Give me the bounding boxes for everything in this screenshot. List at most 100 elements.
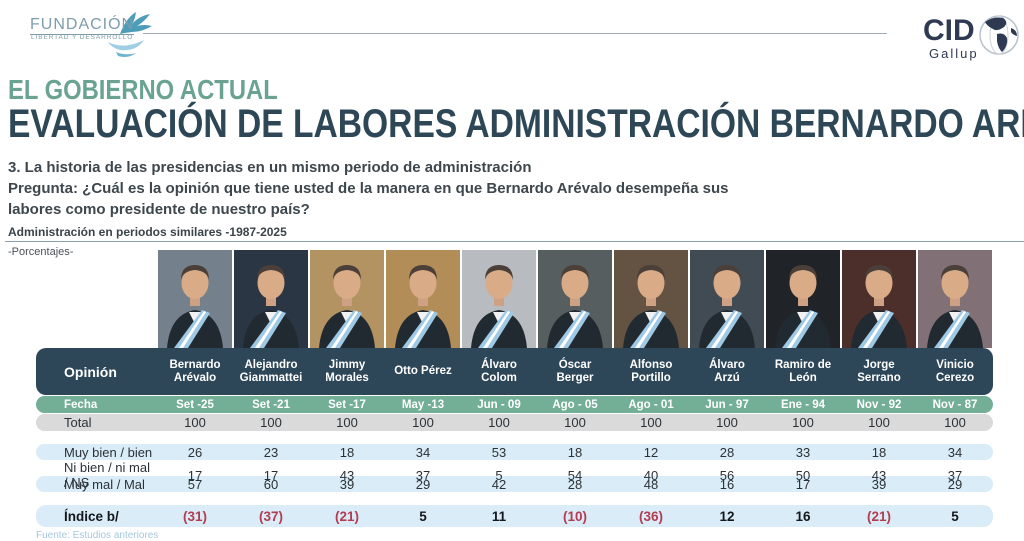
value-cell: 54 xyxy=(567,467,583,483)
value-cell: 100 xyxy=(488,415,510,430)
value-cell: 28 xyxy=(567,476,583,492)
president-name: Óscar Berger xyxy=(556,358,594,384)
section-kicker: EL GOBIERNO ACTUAL xyxy=(8,74,278,105)
data-row: Muy mal / Mal 57 60 39 29 42 28 48 16 17 39 29 xyxy=(36,476,993,492)
value-cell: 17 xyxy=(263,467,279,483)
value-cell: 39 xyxy=(339,476,355,492)
president-name: Álvaro Arzú xyxy=(709,358,745,384)
fecha-value: May -13 xyxy=(401,398,445,411)
table-header-row: Opinión Bernardo Arévalo Alejandro Giammatte… xyxy=(36,348,993,395)
value-cell: 17 xyxy=(187,467,203,483)
president-name: Vinicio Cerezo xyxy=(935,358,975,384)
fecha-row: Fecha Set -25 Set -21 Set -17 May -13 Jun - 0… xyxy=(36,396,993,413)
president-name: Alfonso Portillo xyxy=(629,358,673,384)
source-note: Fuente: Estudios anteriores xyxy=(36,530,159,541)
value-cell: 43 xyxy=(871,467,887,483)
photo-cell xyxy=(765,250,841,348)
president-photo xyxy=(538,250,612,348)
president-photo xyxy=(310,250,384,348)
value-cell: 100 xyxy=(412,415,434,430)
table-subtitle: Administración en periodos similares -19… xyxy=(8,225,287,239)
value-cell: 57 xyxy=(187,476,203,492)
value-cell: 100 xyxy=(564,415,586,430)
row-label: Muy bien / bien xyxy=(64,444,153,460)
value-cell: 100 xyxy=(184,415,206,430)
value-cell: 100 xyxy=(336,415,358,430)
photo-row xyxy=(36,250,993,348)
value-cell: 43 xyxy=(339,467,355,483)
value-cell: (37) xyxy=(258,508,283,524)
value-cell: 18 xyxy=(567,444,583,460)
president-photo xyxy=(842,250,916,348)
photo-cell xyxy=(917,250,993,348)
photo-cell xyxy=(309,250,385,348)
value-cell: 37 xyxy=(947,467,963,483)
page-title: EVALUACIÓN DE LABORES ADMINISTRACIÓN BER… xyxy=(8,102,1024,146)
value-cell: 33 xyxy=(795,444,811,460)
globe-icon xyxy=(979,15,1019,55)
value-cell: 18 xyxy=(871,444,887,460)
spacer-row xyxy=(36,431,993,444)
photo-cell xyxy=(613,250,689,348)
value-cell: 48 xyxy=(643,476,659,492)
value-cell: (10) xyxy=(562,508,587,524)
value-cell: 5 xyxy=(495,467,503,483)
president-photo xyxy=(614,250,688,348)
value-cell: 39 xyxy=(871,476,887,492)
value-cell: 34 xyxy=(947,444,963,460)
fecha-value: Jun - 09 xyxy=(477,398,521,411)
photo-cell xyxy=(157,250,233,348)
photo-cell xyxy=(233,250,309,348)
value-cell: 56 xyxy=(719,467,735,483)
value-cell: 28 xyxy=(719,444,735,460)
data-row: Índice b/ (31) (37) (21) 5 11 (10) (36) 12 16 (21)… xyxy=(36,505,993,527)
value-cell: 11 xyxy=(491,508,507,524)
value-cell: 100 xyxy=(640,415,662,430)
president-name: Bernardo Arévalo xyxy=(169,358,221,384)
value-cell: 100 xyxy=(944,415,966,430)
photo-cell xyxy=(537,250,613,348)
fundacion-logo-line2: LIBERTAD Y DESARROLLO xyxy=(31,34,134,41)
data-row: Total 100 100 100 100 100 100 100 100 100 100 100 xyxy=(36,414,993,431)
value-cell: (31) xyxy=(182,508,207,524)
value-cell: 100 xyxy=(792,415,814,430)
photo-cell xyxy=(385,250,461,348)
fecha-value: Set -17 xyxy=(328,398,366,411)
photo-cell xyxy=(689,250,765,348)
row-label: Ni bien / ni mal / NS xyxy=(64,460,150,490)
value-cell: 29 xyxy=(947,476,963,492)
value-cell: (21) xyxy=(866,508,891,524)
fundacion-logo-line1: FUNDACIÓN xyxy=(30,16,135,35)
value-cell: 29 xyxy=(415,476,431,492)
value-cell: 37 xyxy=(415,467,431,483)
president-photo xyxy=(386,250,460,348)
president-name: Ramiro de León xyxy=(774,358,832,384)
row-label: Muy mal / Mal xyxy=(64,476,145,492)
president-name: Jorge Serrano xyxy=(857,358,901,384)
president-name: Alejandro Giammattei xyxy=(239,358,303,384)
row-label: Total xyxy=(64,415,92,430)
spacer-row xyxy=(36,492,993,505)
cid-gallup-logo: CID Gallup xyxy=(905,10,1020,62)
question-line: Pregunta: ¿Cuál es la opinión que tiene … xyxy=(8,180,729,197)
fecha-value: Nov - 92 xyxy=(856,398,902,411)
fecha-value: Set -21 xyxy=(252,398,290,411)
value-cell: 5 xyxy=(951,508,959,524)
value-cell: 100 xyxy=(260,415,282,430)
president-photo xyxy=(690,250,764,348)
fecha-value: Ago - 05 xyxy=(552,398,598,411)
value-cell: 42 xyxy=(491,476,507,492)
value-cell: 50 xyxy=(795,467,811,483)
row-label: Índice b/ xyxy=(64,508,119,524)
president-name: Álvaro Colom xyxy=(481,358,517,384)
value-cell: 12 xyxy=(719,508,735,524)
president-name: Otto Pérez xyxy=(394,365,452,377)
presidents-table: Opinión Bernardo Arévalo Alejandro Giammatte… xyxy=(36,250,993,527)
opinion-header: Opinión xyxy=(64,363,117,380)
value-cell: (36) xyxy=(638,508,663,524)
value-cell: (21) xyxy=(334,508,359,524)
president-photo xyxy=(158,250,232,348)
cid-logo-text: CID xyxy=(923,14,975,47)
question-text: 3. La historia de las presidencias en un… xyxy=(8,157,728,220)
